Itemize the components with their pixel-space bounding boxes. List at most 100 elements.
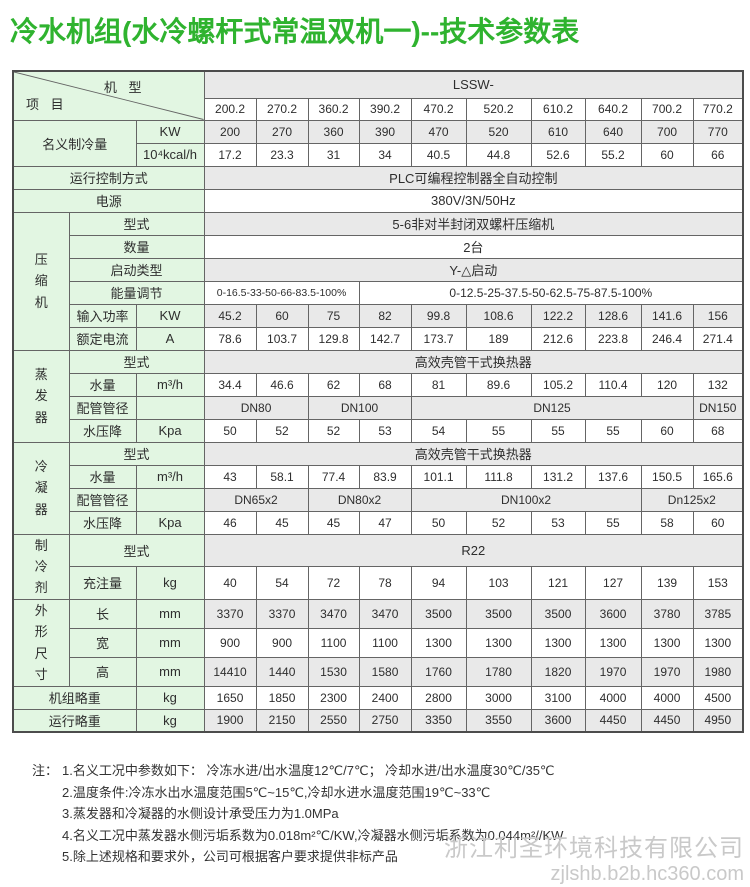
- table-header-row-series: 项 目 机 型 LSSW-: [12, 70, 744, 121]
- value-cell: 132: [692, 372, 744, 397]
- value-cell: 1650: [203, 685, 257, 710]
- value-cell: 270: [255, 119, 309, 144]
- value-cell: 1850: [255, 685, 309, 710]
- value-cell: 53: [530, 510, 586, 535]
- value-cell: 3500: [530, 598, 586, 629]
- corner-left-label: 项 目: [26, 96, 68, 112]
- value-cell: 139: [640, 566, 694, 600]
- value-cell: 390: [358, 119, 412, 144]
- row-label: 水量: [68, 464, 137, 489]
- value-cell: 1760: [410, 656, 467, 687]
- series-header: LSSW-: [203, 70, 744, 99]
- value-cell: 1100: [358, 627, 412, 658]
- row-label: 运行控制方式: [12, 165, 205, 190]
- group-label: 制 冷 剂: [12, 533, 70, 600]
- value-cell: 53: [358, 418, 412, 443]
- table-row: 输入功率 KW 45.2 60 75 82 99.8 108.6 122.2 128.6 141.6…: [13, 303, 744, 328]
- unit-label: Kpa: [135, 510, 205, 535]
- value-cell: DN150: [692, 395, 744, 420]
- value-cell: 770: [692, 119, 744, 144]
- table-row: 水压降 Kpa 50 52 52 53 54 55 55 55 60 68: [13, 418, 744, 443]
- table-row: 能量调节 0-16.5-33-50-66-83.5-100% 0-12.5-25-3…: [13, 280, 744, 305]
- value-cell: 1300: [465, 627, 532, 658]
- row-label: 运行略重: [12, 708, 137, 733]
- model-header: 770.2: [692, 97, 744, 121]
- value-cell: 1980: [692, 656, 744, 687]
- note-item: 1.名义工况中参数如下： 冷冻水进/出水温度12℃/7℃； 冷却水进/出水温度3…: [62, 763, 555, 778]
- table-row: 额定电流 A 78.6 103.7 129.8 142.7 173.7 189 212.6 223…: [13, 326, 744, 351]
- table-row: 高 mm 14410 1440 1530 1580 1760 1780 1820 1970 1970…: [13, 656, 744, 687]
- value-cell: 3100: [530, 685, 586, 710]
- value-cell: 62: [307, 372, 360, 397]
- value-cell: 55: [584, 418, 642, 443]
- model-header: 610.2: [530, 97, 586, 121]
- table-row: 宽 mm 900 900 1100 1100 1300 1300 1300 1300 1300 130…: [13, 627, 744, 658]
- value-cell: 2750: [358, 708, 412, 733]
- value-cell: 3780: [640, 598, 694, 629]
- value-cell: 4500: [692, 685, 744, 710]
- model-header: 470.2: [410, 97, 467, 121]
- value-cell: DN100: [307, 395, 412, 420]
- value-cell: 360: [307, 119, 360, 144]
- value-cell: 131.2: [530, 464, 586, 489]
- value-cell: 2300: [307, 685, 360, 710]
- notes-prefix-spacer: [32, 782, 62, 804]
- value-cell: 78: [358, 566, 412, 600]
- table-row: 配管管径 DN65x2 DN80x2 DN100x2 Dn125x2: [13, 487, 744, 512]
- value-cell: 68: [692, 418, 744, 443]
- value-cell: 1580: [358, 656, 412, 687]
- value-cell: 110.4: [584, 372, 642, 397]
- unit-label: m³/h: [135, 464, 205, 489]
- value-cell: 50: [203, 418, 257, 443]
- value-cell: 520: [465, 119, 532, 144]
- note-item: 5.除上述规格和要求外，公司可根据客户要求提供非标产品: [62, 849, 398, 864]
- value-cell: 58: [640, 510, 694, 535]
- table-row: 水量 m³/h 43 58.1 77.4 83.9 101.1 111.8 131.2 137.6…: [13, 464, 744, 489]
- unit-label: kg: [135, 566, 205, 600]
- value-cell: 3470: [307, 598, 360, 629]
- row-label: 宽: [68, 627, 137, 658]
- value-cell: 46: [203, 510, 257, 535]
- value-cell: 1780: [465, 656, 532, 687]
- value-cell: 3600: [584, 598, 642, 629]
- table-row: 压 缩 机型式 5-6非对半封闭双螺杆压缩机: [12, 211, 744, 351]
- row-label: 水量: [68, 372, 137, 397]
- value-cell: 121: [530, 566, 586, 600]
- unit-label: A: [135, 326, 205, 351]
- value-cell: 165.6: [692, 464, 744, 489]
- table-row: 制 冷 剂型式 R22: [12, 533, 744, 600]
- value-cell: 1300: [530, 627, 586, 658]
- value-cell: 1900: [203, 708, 257, 733]
- row-label: 充注量: [68, 566, 137, 600]
- value-cell: 68: [358, 372, 412, 397]
- value-cell: PLC可编程控制器全自动控制: [203, 165, 744, 190]
- value-cell: 58.1: [255, 464, 309, 489]
- watermark: 浙江利圣环境科技有限公司 zjlshb.b2b.hc360.com: [444, 835, 744, 885]
- table-row: 数量 2台: [13, 234, 744, 259]
- row-label: 机组略重: [12, 685, 137, 710]
- value-cell: 1970: [640, 656, 694, 687]
- value-cell: 142.7: [358, 326, 412, 351]
- value-cell: 46.6: [255, 372, 309, 397]
- value-cell: 77.4: [307, 464, 360, 489]
- value-cell: 45.2: [203, 303, 257, 328]
- row-label: 输入功率: [68, 303, 137, 328]
- value-cell: 122.2: [530, 303, 586, 328]
- value-cell: 4000: [640, 685, 694, 710]
- model-header: 200.2: [203, 97, 257, 121]
- row-label: 高: [68, 656, 137, 687]
- value-cell: 54: [255, 566, 309, 600]
- value-cell: DN125: [410, 395, 694, 420]
- table-row: 机组略重 kg 1650 1850 2300 2400 2800 3000 3100 4000 40…: [12, 685, 744, 710]
- value-cell: 108.6: [465, 303, 532, 328]
- value-cell: 60: [255, 303, 309, 328]
- value-cell: 3370: [203, 598, 257, 629]
- value-cell: 2150: [255, 708, 309, 733]
- unit-label: m³/h: [135, 372, 205, 397]
- value-cell: 99.8: [410, 303, 467, 328]
- group-label: 蒸 发 器: [12, 349, 70, 443]
- note-line: 2.温度条件:冷冻水出水温度范围5℃~15℃,冷却水进水温度范围19℃~33℃: [32, 782, 732, 804]
- value-cell: 137.6: [584, 464, 642, 489]
- row-label: 配管管径: [68, 395, 137, 420]
- value-cell: 1100: [307, 627, 360, 658]
